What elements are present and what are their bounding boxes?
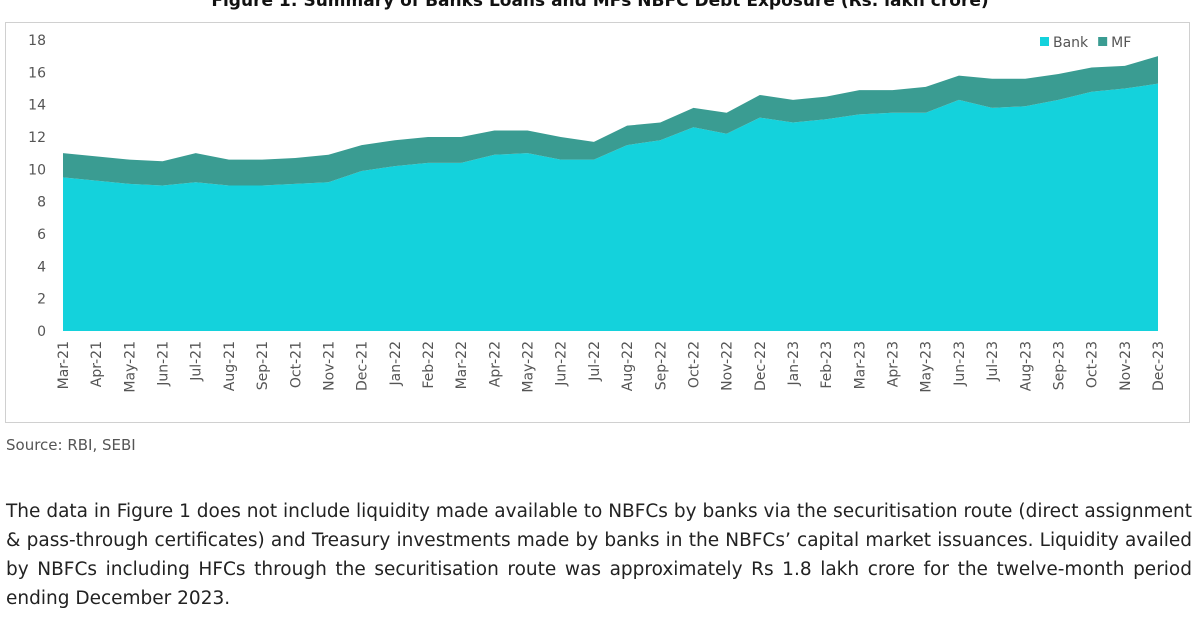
x-tick-label: Jul-21 bbox=[189, 341, 205, 382]
x-tick-label: Mar-23 bbox=[852, 341, 868, 389]
x-tick-label: Jun-23 bbox=[952, 341, 968, 387]
area-mf bbox=[63, 56, 1158, 186]
y-tick-label: 10 bbox=[28, 162, 46, 178]
y-tick-label: 16 bbox=[28, 65, 46, 81]
y-tick-label: 12 bbox=[28, 130, 46, 146]
y-tick-label: 6 bbox=[37, 227, 46, 243]
area-bank bbox=[63, 83, 1158, 332]
x-tick-label: Oct-21 bbox=[288, 341, 304, 388]
x-tick-label: May-21 bbox=[122, 341, 138, 393]
y-tick-label: 2 bbox=[37, 292, 46, 308]
legend-label: Bank bbox=[1053, 35, 1089, 51]
x-tick-label: Jun-22 bbox=[554, 341, 570, 387]
x-tick-label: Oct-22 bbox=[686, 341, 702, 388]
source: Source: RBI, SEBI bbox=[6, 436, 136, 454]
x-tick-label: Aug-23 bbox=[1018, 341, 1034, 391]
x-tick-label: Mar-21 bbox=[56, 341, 72, 389]
x-tick-label: May-22 bbox=[521, 341, 537, 393]
x-tick-label: Feb-22 bbox=[421, 341, 437, 389]
y-tick-label: 18 bbox=[28, 33, 46, 49]
x-tick-label: Feb-23 bbox=[819, 341, 835, 389]
x-tick-label: Nov-23 bbox=[1118, 341, 1134, 391]
x-tick-label: Aug-21 bbox=[222, 341, 238, 391]
x-tick-label: Apr-22 bbox=[487, 341, 503, 387]
y-tick-label: 8 bbox=[37, 195, 46, 211]
y-tick-label: 0 bbox=[37, 324, 46, 340]
x-tick-label: Sep-22 bbox=[653, 341, 669, 390]
x-tick-label: Sep-21 bbox=[255, 341, 271, 390]
legend-swatch bbox=[1040, 37, 1049, 46]
x-tick-label: May-23 bbox=[919, 341, 935, 393]
x-tick-label: Apr-23 bbox=[886, 341, 902, 387]
chart-title: Figure 1: Summary of Banks Loans and MFs… bbox=[211, 0, 988, 11]
y-tick-label: 14 bbox=[28, 98, 46, 114]
x-tick-label: Aug-22 bbox=[620, 341, 636, 391]
y-tick-label: 4 bbox=[37, 259, 46, 275]
paragraph: The data in Figure 1 does not include li… bbox=[6, 501, 1192, 609]
x-tick-label: Dec-21 bbox=[355, 341, 371, 391]
x-tick-label: Jul-23 bbox=[985, 341, 1001, 382]
x-tick-label: Apr-21 bbox=[89, 341, 105, 387]
x-tick-label: Sep-23 bbox=[1051, 341, 1067, 390]
chart-frame bbox=[5, 22, 1190, 423]
chart: Figure 1: Summary of Banks Loans and MFs… bbox=[5, 0, 1190, 423]
x-tick-label: Jun-21 bbox=[156, 341, 172, 387]
x-tick-label: Mar-22 bbox=[454, 341, 470, 389]
legend-swatch bbox=[1098, 37, 1108, 46]
legend-label: MF bbox=[1111, 35, 1131, 51]
x-tick-label: Jan-22 bbox=[388, 341, 404, 386]
x-tick-label: Oct-23 bbox=[1085, 341, 1101, 388]
x-tick-label: Nov-22 bbox=[720, 341, 736, 391]
x-tick-label: Jan-23 bbox=[786, 341, 802, 386]
x-tick-label: Jul-22 bbox=[587, 341, 603, 382]
x-tick-label: Nov-21 bbox=[321, 341, 337, 391]
x-tick-label: Dec-22 bbox=[753, 341, 769, 391]
x-tick-label: Dec-23 bbox=[1151, 341, 1167, 391]
